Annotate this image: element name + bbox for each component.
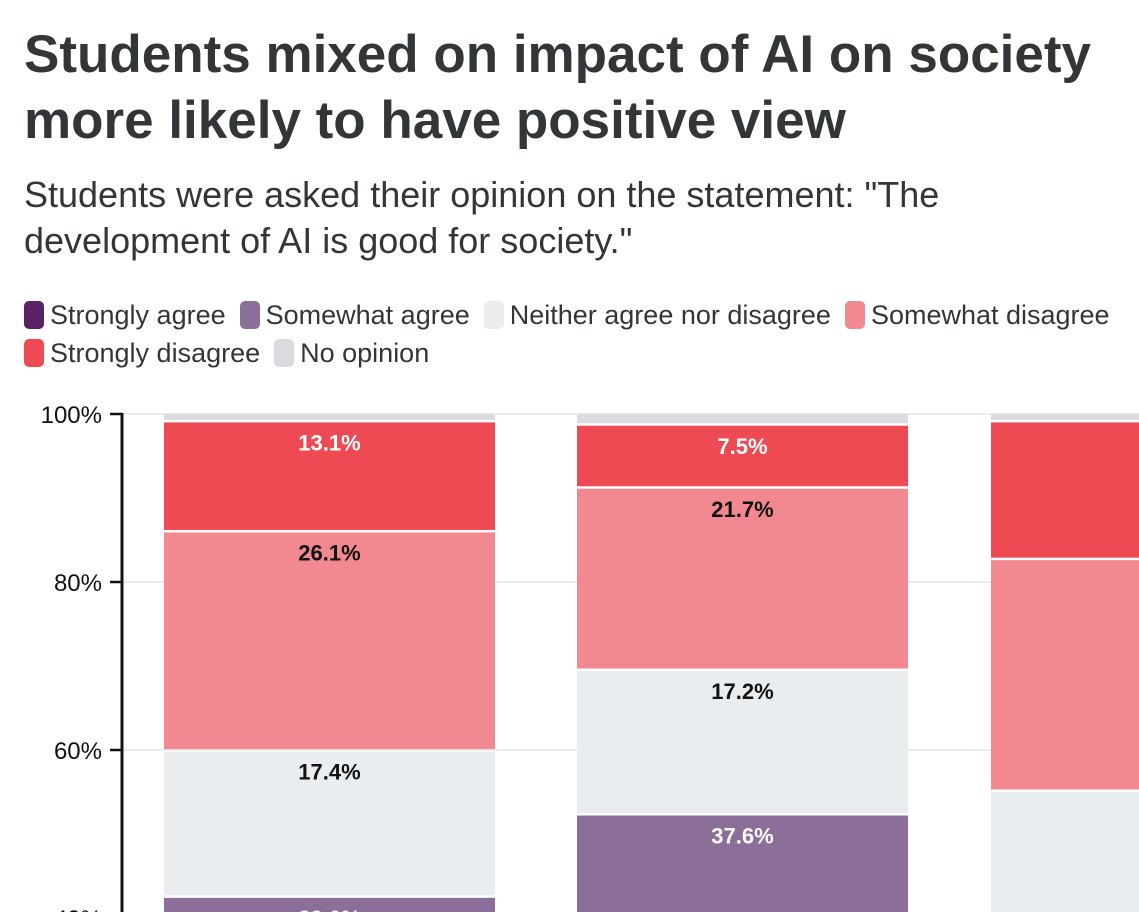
data-label: 26.1% [298,540,360,565]
legend-label: Somewhat disagree [870,300,1110,330]
legend-swatch-neither [483,301,504,329]
bar-segment-neither-agree-nor-disagree [577,671,908,814]
data-label: 7.5% [717,434,767,459]
chart-subtitle: Students were asked their opinion on the… [24,174,940,261]
legend-row-1: Strongly agree Somewhat agree Neither ag… [24,296,1139,334]
data-label: 22.0% [298,906,360,912]
legend-item-somewhat-disagree: Somewhat disagree [844,296,1110,334]
data-label: 21.7% [711,497,773,522]
y-tick-label: 100% [41,402,102,429]
legend-swatch-strongly-agree [24,301,44,329]
legend-item-no-opinion: No opinion [274,334,429,372]
bar-segment-somewhat-agree [164,897,495,912]
chart-title-line-1: Students mixed on impact of AI on societ… [24,25,1092,84]
legend: Strongly agree Somewhat agree Neither ag… [24,296,1139,372]
legend-label: Strongly disagree [50,338,261,368]
bar-segment-strongly-disagree [577,425,908,487]
legend-label: Strongly agree [50,300,226,330]
bar-group: 13.1% 26.1% 17.4% 22.0% [164,414,495,912]
y-tick-label: 40% [54,906,102,912]
bar-group: 7.5% 21.7% 17.2% 37.6% [577,414,908,912]
bar-segment-somewhat-disagree [164,532,495,750]
data-label: 13.1% [298,430,360,455]
chart-title-line-2: more likely to have positive view [24,91,846,150]
y-axis: 100% 80% 60% 40% [41,402,124,912]
bar-segment-strongly-disagree [164,422,495,530]
bars: 13.1% 26.1% 17.4% 22.0% 7.5% 21.7% 17.2% 37.6% 1… [164,414,1139,912]
legend-item-strongly-agree: Strongly agree [24,296,226,334]
bar-segment-no-opinion [577,414,908,424]
legend-label: Neither agree nor disagree [509,300,831,330]
legend-swatch-somewhat-disagree [844,301,865,329]
legend-item-neither: Neither agree nor disagree [483,296,831,334]
legend-row-2: Strongly disagree No opinion [24,334,1139,372]
bar-segment-somewhat-agree [577,815,908,912]
bar-group: 16271 [991,414,1139,912]
legend-item-strongly-disagree: Strongly disagree [24,334,260,372]
legend-label: Somewhat agree [265,300,470,330]
chart-title: Students mixed on impact of AI on societ… [24,22,1139,154]
bar-segment-somewhat-disagree [577,488,908,669]
bar-segment-no-opinion [164,414,495,420]
legend-label: No opinion [300,338,430,368]
legend-item-somewhat-agree: Somewhat agree [239,296,470,334]
data-label: 37.6% [711,824,773,849]
legend-swatch-no-opinion [274,339,295,367]
bar-segment-neither-agree-nor-disagree [164,751,495,896]
bar-segment-somewhat-disagree [991,560,1139,790]
bar-segment-no-opinion [991,414,1139,420]
bar-segment-neither-agree-nor-disagree [991,792,1139,912]
data-label: 17.2% [711,679,773,704]
y-tick-label: 60% [54,738,102,765]
data-label: 17.4% [298,760,360,785]
legend-swatch-somewhat-agree [239,301,260,329]
y-tick-label: 80% [54,570,102,597]
legend-swatch-strongly-disagree [24,339,44,367]
bar-segment-strongly-disagree [991,422,1139,558]
